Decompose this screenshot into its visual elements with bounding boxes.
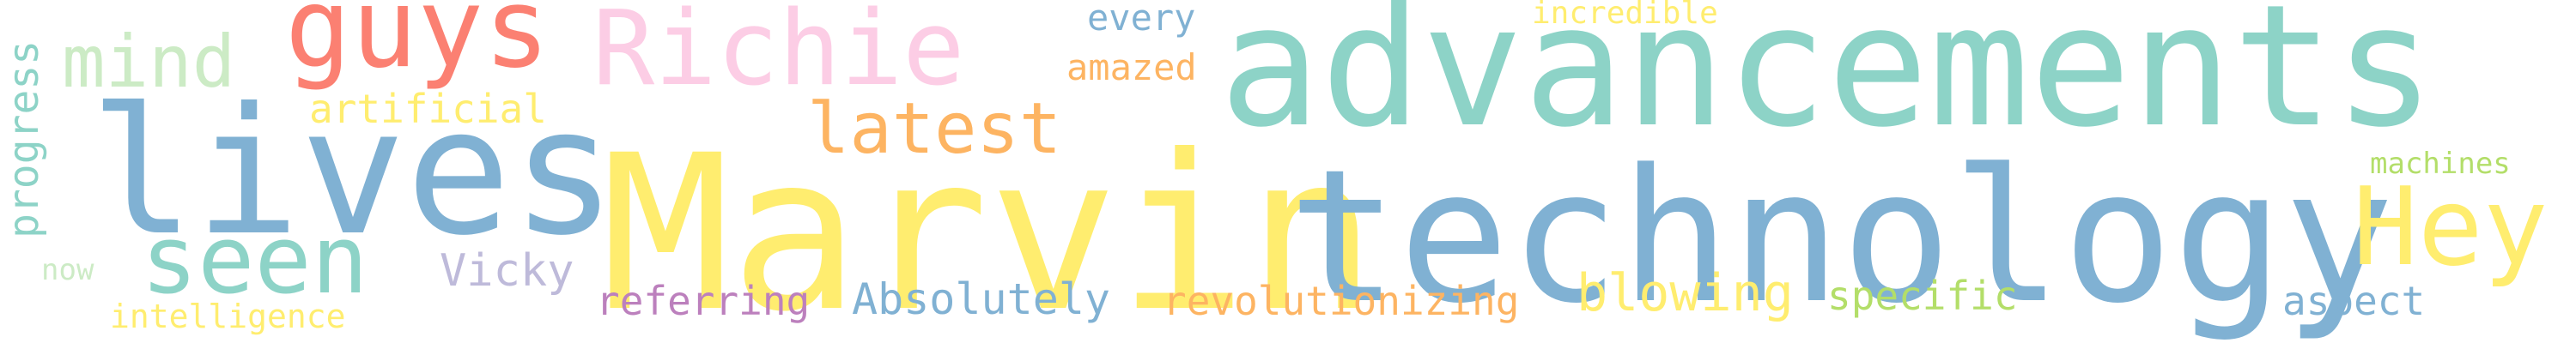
word-vicky: Vicky [440, 245, 574, 297]
word-aspect: aspect [2282, 278, 2426, 324]
word-lives: lives [89, 71, 617, 274]
word-blowing: blowing [1577, 263, 1794, 323]
word-richie: Richie [592, 0, 965, 109]
word-latest: latest [807, 88, 1062, 170]
word-intelligence: intelligence [110, 298, 346, 335]
word-seen: seen [141, 205, 368, 315]
word-machines: machines [2370, 147, 2511, 181]
word-every: every [1087, 0, 1196, 39]
word-advancements: advancements [1219, 0, 2436, 165]
word-guys: guys [285, 0, 550, 93]
word-marvin: Marvin [601, 109, 1377, 343]
word-progress: progress [0, 39, 48, 238]
word-absolutely: Absolutely [852, 274, 1111, 324]
word-now: now [41, 253, 94, 287]
word-technology: technology [1288, 130, 2395, 343]
word-artificial: artificial [309, 86, 547, 132]
word-referring: referring [596, 278, 811, 324]
word-specific: specific [1827, 273, 2018, 319]
word-mind: mind [62, 20, 236, 104]
word-incredible: incredible [1532, 0, 1718, 31]
word-revolutionizing: revolutionizing [1163, 278, 1520, 324]
word-amazed: amazed [1066, 46, 1197, 88]
word-hey: Hey [2353, 164, 2549, 290]
